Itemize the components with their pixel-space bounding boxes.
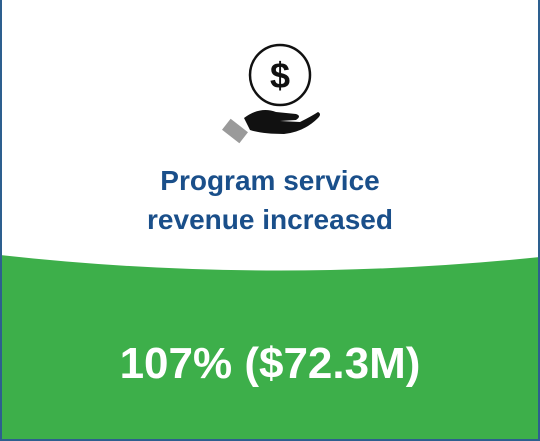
heading-line: Program service: [160, 165, 379, 196]
stat-value: 107% ($72.3M): [120, 339, 421, 388]
coin: [248, 43, 312, 107]
stat-panel: [0, 255, 540, 441]
money-hand-icon: $: [222, 43, 320, 144]
heading-line: revenue increased: [147, 204, 393, 235]
sleeve: [222, 118, 248, 144]
dollar-sign: $: [270, 55, 290, 96]
hand: [244, 110, 320, 134]
